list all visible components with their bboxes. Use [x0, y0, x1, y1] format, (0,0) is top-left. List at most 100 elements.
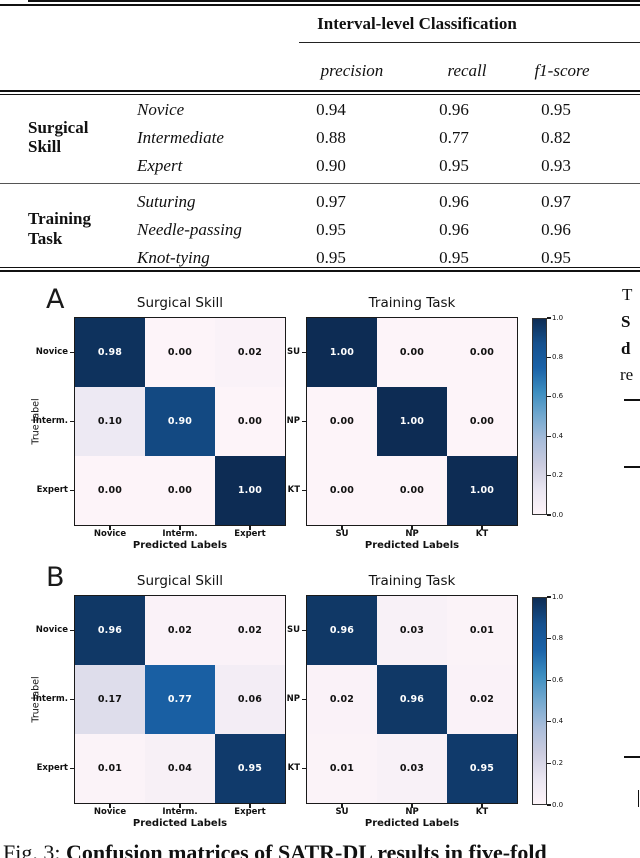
cell-value: 0.98: [97, 347, 123, 358]
tick-mark: [411, 804, 413, 808]
cell-value: 0.00: [329, 416, 355, 427]
tick-mark: [109, 804, 111, 808]
text-fragment: T: [622, 285, 633, 304]
cell-value: 0.96: [329, 625, 355, 636]
tick-mark: [249, 804, 251, 808]
confusion-cell: 0.96: [75, 596, 145, 665]
table-row-intermediate: Intermediate: [137, 128, 224, 147]
cell-value: 0.77: [167, 694, 193, 705]
table-cell: 0.95: [439, 156, 469, 175]
table-bottom-rule-1: [0, 266, 640, 268]
confusion-cell: 0.01: [75, 734, 145, 803]
table-cell: 0.96: [439, 220, 469, 239]
confusion-cell: 0.90: [145, 387, 215, 456]
tick-mark: [411, 526, 413, 530]
tick-mark: [547, 317, 551, 319]
tick-mark: [70, 489, 74, 492]
text-fragment: re: [620, 365, 634, 384]
confusion-cell: 1.00: [307, 318, 377, 387]
tick-mark: [70, 767, 74, 770]
cell-value: 0.03: [399, 625, 425, 636]
table-head-rule-1: [0, 90, 640, 93]
confusion-matrix: 0.98 0.00 0.02 0.10 0.90 0.00 0.00 0.00 1.00: [74, 317, 286, 526]
colorbar-tick-label: 0.8: [552, 634, 564, 643]
table-cell: 0.90: [316, 156, 346, 175]
panel-letter: A: [46, 284, 65, 315]
table-colheader-recall: recall: [447, 61, 487, 80]
cell-value: 0.00: [469, 416, 495, 427]
cell-value: 0.00: [399, 485, 425, 496]
side-table-rule: [624, 756, 640, 758]
x-axis-label: Predicted Labels: [364, 540, 460, 551]
cell-value: 0.00: [97, 485, 123, 496]
confusion-matrix: 0.96 0.03 0.01 0.02 0.96 0.02 0.01 0.03 0.95: [306, 595, 518, 804]
x-tick-label: Novice: [93, 529, 127, 539]
cell-value: 0.10: [97, 416, 123, 427]
y-tick-label: Novice: [35, 625, 68, 635]
confusion-cell: 0.02: [215, 596, 285, 665]
y-tick-label: NP: [286, 694, 300, 704]
table-top-rule-1: [28, 0, 640, 2]
cell-value: 0.01: [97, 763, 123, 774]
confusion-cell: 0.06: [215, 665, 285, 734]
y-tick-label: Expert: [36, 485, 68, 495]
y-axis-label: True label: [30, 675, 42, 723]
confusion-cell: 0.03: [377, 734, 447, 803]
y-axis-label: True label: [30, 397, 42, 445]
cell-value: 0.06: [237, 694, 263, 705]
x-axis-label: Predicted Labels: [364, 818, 460, 829]
table-row-needle-passing: Needle-passing: [137, 220, 242, 239]
confusion-cell: 0.98: [75, 318, 145, 387]
confusion-cell: 1.00: [377, 387, 447, 456]
tick-mark: [547, 475, 551, 477]
matrix-title: Surgical Skill: [136, 573, 224, 589]
tick-mark: [547, 638, 551, 640]
table-cell: 0.96: [439, 192, 469, 211]
colorbar-tick-label: 0.0: [552, 510, 564, 519]
x-tick-label: NP: [405, 807, 419, 817]
y-tick-label: KT: [287, 763, 300, 773]
confusion-matrix: 1.00 0.00 0.00 0.00 1.00 0.00 0.00 0.00 1.00: [306, 317, 518, 526]
table-group-surgical-skill: Surgical Skill: [28, 118, 88, 156]
colorbar: [532, 318, 547, 515]
confusion-cell: 0.01: [307, 734, 377, 803]
figure-panel-B: B Surgical Skill 0.96 0.02 0.02 0.17 0.77 0.06 0…: [0, 558, 640, 838]
colorbar-tick-label: 1.0: [552, 313, 564, 322]
colorbar-tick-label: 0.8: [552, 352, 564, 361]
table-cell: 0.82: [541, 128, 571, 147]
x-tick-label: SU: [335, 529, 349, 539]
table-cell: 0.95: [541, 100, 571, 119]
tick-mark: [547, 356, 551, 358]
y-tick-label: KT: [287, 485, 300, 495]
table-cell: 0.95: [316, 248, 346, 267]
cell-value: 0.02: [469, 694, 495, 705]
table-cell: 0.96: [439, 100, 469, 119]
cell-value: 0.96: [97, 625, 123, 636]
cell-value: 0.02: [167, 625, 193, 636]
confusion-cell: 0.03: [377, 596, 447, 665]
text-fragment: d: [621, 339, 631, 358]
cell-value: 0.17: [97, 694, 123, 705]
colorbar-tick-label: 0.4: [552, 717, 564, 726]
tick-mark: [70, 420, 74, 423]
cell-value: 0.00: [329, 485, 355, 496]
cell-value: 0.90: [167, 416, 193, 427]
caption-bold-text: Confusion matrices of SATR-DL results in…: [65, 840, 547, 858]
table-colheader-precision: precision: [320, 61, 384, 80]
table-cell: 0.96: [541, 220, 571, 239]
caption-prefix: Fig. 3:: [3, 840, 66, 858]
tick-mark: [481, 804, 483, 808]
x-tick-label: Expert: [234, 529, 266, 539]
confusion-cell: 0.96: [377, 665, 447, 734]
x-axis-label: Predicted Labels: [132, 540, 228, 551]
confusion-cell: 0.02: [447, 665, 517, 734]
confusion-cell: 0.96: [307, 596, 377, 665]
tick-mark: [249, 526, 251, 530]
tick-mark: [547, 804, 551, 806]
tick-mark: [341, 526, 343, 530]
confusion-cell: 0.95: [215, 734, 285, 803]
confusion-cell: 0.02: [145, 596, 215, 665]
cell-value: 0.03: [399, 763, 425, 774]
